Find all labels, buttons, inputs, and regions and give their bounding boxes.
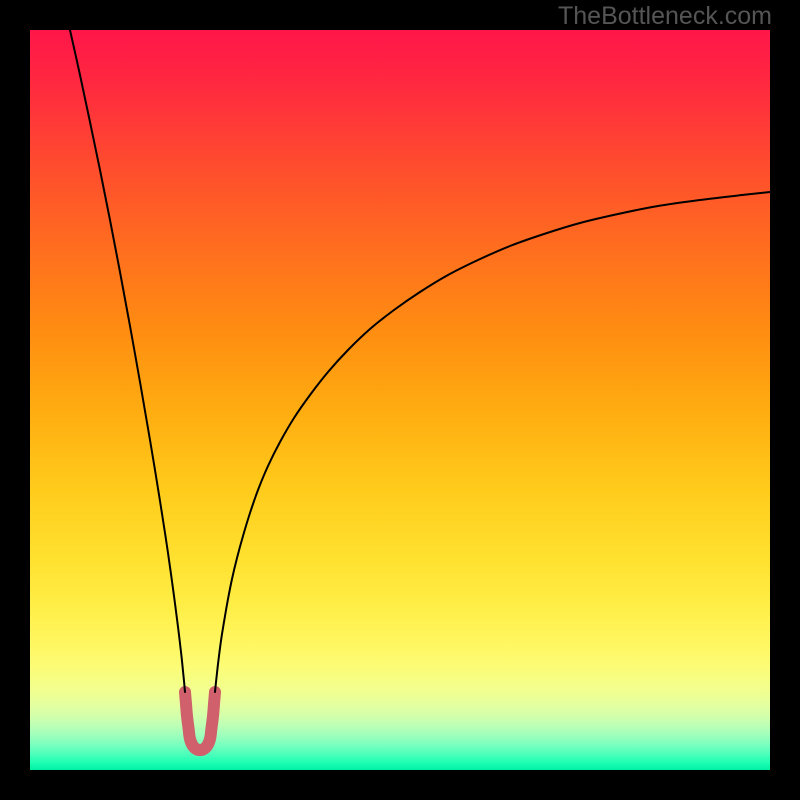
- frame-right: [770, 0, 800, 800]
- watermark-text: TheBottleneck.com: [558, 2, 772, 31]
- frame-left: [0, 0, 30, 800]
- plot-area: [30, 30, 770, 770]
- gradient-background: [30, 30, 770, 770]
- chart-svg: [30, 30, 770, 770]
- frame-bottom: [0, 770, 800, 800]
